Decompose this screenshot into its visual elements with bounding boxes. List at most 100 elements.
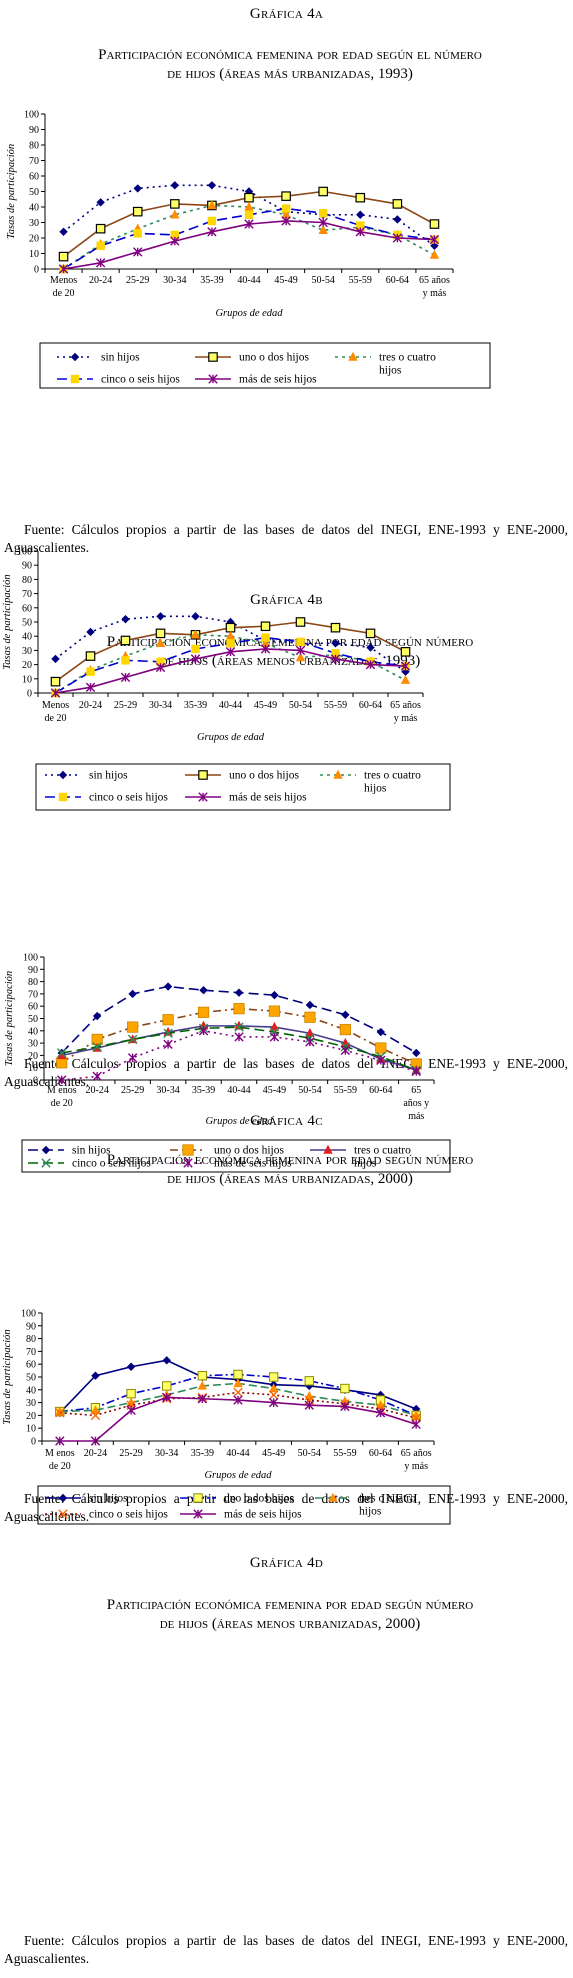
legend-label: más de seis hijos [224, 1509, 302, 1521]
x-tick-label-line: 35-39 [191, 1448, 214, 1459]
y-tick-label: 80 [29, 141, 39, 152]
data-point [126, 1405, 136, 1415]
data-point-stroke [55, 1408, 65, 1418]
legend-label-line: hijos [354, 1158, 377, 1170]
legend-label: sin hijos [89, 1493, 128, 1505]
data-point [412, 1048, 421, 1058]
data-point [170, 181, 180, 190]
data-point [281, 209, 291, 219]
y-tick-label: 10 [26, 1424, 36, 1435]
legend-item: más de seis hijos [180, 1509, 302, 1521]
x-tick-label: 45-49 [254, 700, 277, 711]
data-point [356, 210, 365, 219]
data-point [392, 199, 403, 209]
legend-label: cinco o seis hijos [89, 792, 168, 804]
data-point [305, 1037, 315, 1047]
y-tick-label: 20 [29, 234, 39, 245]
y-tick-label: 100 [21, 1309, 36, 1320]
data-point [281, 216, 291, 226]
x-tick-label-line: 65 años [401, 1448, 432, 1459]
x-tick-label-line: M enos [45, 1448, 75, 1459]
data-point [340, 1383, 350, 1394]
x-tick-label: 40-44 [219, 700, 242, 711]
legend-label: tres o cuatro hijos [364, 770, 421, 795]
y-tick-label: 70 [26, 1347, 36, 1358]
x-tick-label-line: M enos [47, 1085, 77, 1096]
data-point [190, 654, 201, 664]
data-point [57, 1048, 67, 1058]
chart-title-line: Participación económica femenina por eda… [98, 47, 482, 63]
y-tick-label: 0 [27, 689, 32, 700]
data-point [57, 1075, 67, 1085]
line-chart: 0 10 20 30 40 50 60 70 80 90 100 Menos de 20 20-24 25-… [6, 110, 491, 389]
y-tick-label: 30 [22, 646, 32, 657]
x-tick-label: 55-59 [349, 275, 372, 286]
data-point [260, 621, 271, 632]
y-tick-label: 70 [22, 589, 32, 600]
x-tick-label-line: 30-34 [155, 1448, 178, 1459]
y-tick-label: 40 [29, 203, 39, 214]
x-tick-label-line: 60-64 [369, 1448, 392, 1459]
data-point [55, 1406, 65, 1416]
y-tick-label: 30 [28, 1039, 38, 1050]
data-point [121, 656, 130, 665]
y-tick-label: 100 [23, 953, 38, 964]
y-tick-label: 40 [22, 632, 32, 643]
legend-label: tres o cuatro hijos [359, 1493, 416, 1518]
x-tick-label-line: 20-24 [79, 700, 102, 711]
data-point [92, 1071, 102, 1082]
data-point [244, 219, 254, 229]
x-tick-label: 40-44 [237, 275, 260, 286]
x-tick-label: 65 años y más [401, 1448, 432, 1472]
data-point [50, 688, 61, 698]
data-point [339, 1023, 351, 1036]
y-tick-label: 90 [22, 561, 32, 572]
data-point [120, 635, 131, 646]
data-point [133, 247, 143, 257]
y-tick-label: 60 [26, 1360, 36, 1371]
data-point-stroke [92, 1042, 102, 1052]
data-point [132, 206, 143, 217]
y-tick-label: 90 [26, 1321, 36, 1332]
x-tick-label: 50-54 [298, 1448, 321, 1459]
y-tick-label: 40 [26, 1385, 36, 1396]
source-note: Fuente: Cálculos propios a partir de las… [4, 1056, 568, 1089]
data-point [348, 351, 358, 361]
data-point [268, 1397, 279, 1408]
data-point [86, 627, 95, 637]
data-point [197, 1380, 208, 1390]
y-axis-title: Tasas de participación [4, 971, 15, 1066]
data-point [163, 1039, 173, 1050]
x-tick-label: 40-44 [226, 1448, 249, 1459]
x-tick-label-line: 40-44 [237, 275, 260, 286]
series-2 [56, 1003, 422, 1070]
legend-item: sin hijos [28, 1145, 111, 1157]
x-tick-label-line: 20-24 [84, 1448, 107, 1459]
chart-title-line: de hijos (áreas más urbanizadas, 1993) [167, 66, 413, 82]
legend-item: sin hijos [45, 770, 128, 782]
x-tick-label-line: 45-49 [254, 700, 277, 711]
data-point [170, 236, 180, 246]
series-5 [58, 216, 440, 274]
legend-label: más de seis hijos [239, 374, 317, 386]
x-tick-label: M enos de 20 [45, 1448, 75, 1472]
x-tick-label-line: 30-34 [149, 700, 172, 711]
data-point [58, 251, 69, 262]
data-point [41, 1158, 51, 1168]
data-point [400, 647, 411, 657]
x-tick-label-line: 35-39 [200, 275, 223, 286]
x-tick-label-line: 25-29 [119, 1448, 142, 1459]
chart-title: Participación económica femenina por eda… [40, 1596, 540, 1634]
x-tick-label: 65 años y más [390, 700, 421, 724]
legend-label: tres o cuatro hijos [354, 1145, 411, 1170]
data-point [340, 1396, 350, 1406]
x-tick-label-line: 25-29 [114, 700, 137, 711]
legend-item: sin hijos [45, 1493, 128, 1505]
data-point-stroke [58, 1509, 68, 1519]
data-point [96, 198, 105, 207]
data-point [244, 187, 254, 196]
data-point [429, 249, 440, 259]
x-tick-label: 60-64 [386, 275, 409, 286]
x-tick-label-line: 45-49 [263, 1085, 286, 1096]
